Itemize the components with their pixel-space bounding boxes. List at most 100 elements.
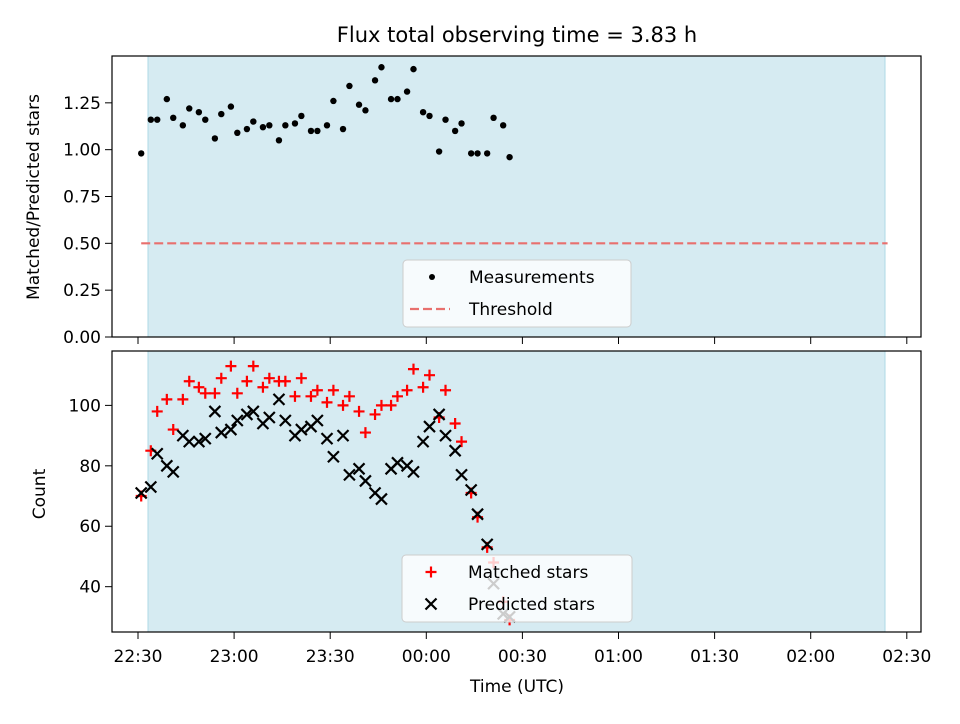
y-tick-label: 40 xyxy=(79,578,101,598)
measurement-point xyxy=(186,105,193,112)
matched-star-point xyxy=(279,375,291,387)
matched-star-point xyxy=(289,390,301,402)
measurement-point xyxy=(227,103,235,110)
measurement-point xyxy=(499,122,507,129)
top-y-axis-label: Matched/Predicted stars xyxy=(24,94,44,300)
y-tick-label: 0.75 xyxy=(63,188,101,208)
measurement-point xyxy=(218,110,225,118)
predicted-star-point xyxy=(464,483,478,497)
y-tick-label: 80 xyxy=(79,457,101,477)
predicted-star-point xyxy=(320,432,334,445)
matched-star-point xyxy=(215,372,227,384)
measurement-point xyxy=(211,135,219,142)
measurement-point xyxy=(451,127,459,135)
matched-star-point xyxy=(440,384,452,396)
predicted-star-point xyxy=(295,423,308,436)
x-tick-label: 22:30 xyxy=(114,647,163,667)
x-tick-label: 23:00 xyxy=(210,647,259,667)
predicted-star-point xyxy=(272,393,286,406)
measurement-point xyxy=(243,125,251,133)
matched-star-point xyxy=(225,360,237,372)
measurement-point xyxy=(403,88,411,95)
legend-label: Predicted stars xyxy=(468,595,595,615)
measurement-point xyxy=(291,120,299,127)
measurement-point xyxy=(170,114,177,122)
legend-label: Measurements xyxy=(469,268,595,288)
y-tick-label: 0.00 xyxy=(63,328,101,348)
predicted-star-point xyxy=(480,538,494,551)
predicted-star-point xyxy=(416,435,430,448)
legend-box xyxy=(402,259,632,328)
measurement-point xyxy=(410,65,417,73)
predicted-star-point xyxy=(208,405,222,418)
measurement-point xyxy=(490,114,497,122)
y-tick-label: 1.00 xyxy=(63,141,101,161)
matched-star-point xyxy=(401,384,413,396)
x-tick-label: 00:30 xyxy=(498,647,547,667)
predicted-star-point xyxy=(336,429,350,442)
legend-label: Matched stars xyxy=(468,563,588,583)
predicted-star-point xyxy=(231,414,244,427)
measurement-point xyxy=(259,123,267,131)
measurement-point xyxy=(298,112,305,120)
measurement-point xyxy=(346,82,353,90)
legend-x-marker xyxy=(424,597,438,611)
measurement-point xyxy=(355,101,363,108)
matched-star-point xyxy=(337,399,349,411)
measurement-point xyxy=(362,107,369,114)
matched-star-point xyxy=(241,375,253,387)
predicted-star-point xyxy=(439,429,452,442)
matched-star-point xyxy=(177,393,189,405)
predicted-star-point xyxy=(471,507,484,521)
measurement-point xyxy=(323,122,331,129)
y-tick-label: 0.50 xyxy=(63,234,101,254)
measurement-point xyxy=(378,64,385,71)
predicted-star-point xyxy=(134,486,148,500)
predicted-star-point xyxy=(166,465,180,479)
matched-star-point xyxy=(193,381,205,393)
predicted-star-point xyxy=(247,405,260,418)
measurement-point xyxy=(330,97,337,105)
measurement-point xyxy=(339,125,347,133)
measurement-point xyxy=(147,116,155,123)
measurement-point xyxy=(202,116,209,123)
predicted-star-point xyxy=(192,435,206,448)
matched-star-point xyxy=(391,390,403,402)
measurement-point xyxy=(234,129,241,137)
measurement-point xyxy=(371,77,379,84)
predicted-star-point xyxy=(407,465,420,479)
measurement-point xyxy=(179,122,187,129)
predicted-star-point xyxy=(311,414,324,427)
y-tick-label: 1.25 xyxy=(63,94,101,114)
bottom-panel: 40 60 80 100 22:30 23:00 23:30 00:00 00:30 01:00 0… xyxy=(69,350,931,667)
predicted-star-point xyxy=(423,420,436,433)
measurement-point xyxy=(506,153,513,161)
matched-star-point xyxy=(359,427,371,439)
predicted-star-point xyxy=(279,414,292,427)
legend-dot-marker xyxy=(429,274,435,280)
predicted-star-point xyxy=(182,435,196,448)
predicted-star-point xyxy=(240,408,254,421)
measurement-point xyxy=(458,120,465,127)
predicted-star-point xyxy=(263,411,276,424)
measurement-point xyxy=(163,95,171,103)
matched-star-point xyxy=(305,390,317,402)
measurement-point xyxy=(314,127,321,135)
measurement-point xyxy=(387,95,395,103)
matched-star-point xyxy=(209,387,221,399)
measurement-point xyxy=(138,150,145,157)
legend-label: Threshold xyxy=(468,300,553,320)
measurement-point xyxy=(442,116,449,123)
matched-star-point xyxy=(456,436,468,448)
x-tick-label: 01:00 xyxy=(594,647,643,667)
matched-star-point xyxy=(417,381,429,393)
matched-star-point xyxy=(247,360,259,372)
matched-star-point xyxy=(449,418,461,430)
measurement-point xyxy=(435,148,443,155)
y-tick-label: 100 xyxy=(69,396,101,416)
y-tick-label: 0.25 xyxy=(63,281,101,301)
matched-star-point xyxy=(327,384,339,396)
x-tick-label: 01:30 xyxy=(690,647,739,667)
x-tick-label: 02:30 xyxy=(882,647,931,667)
